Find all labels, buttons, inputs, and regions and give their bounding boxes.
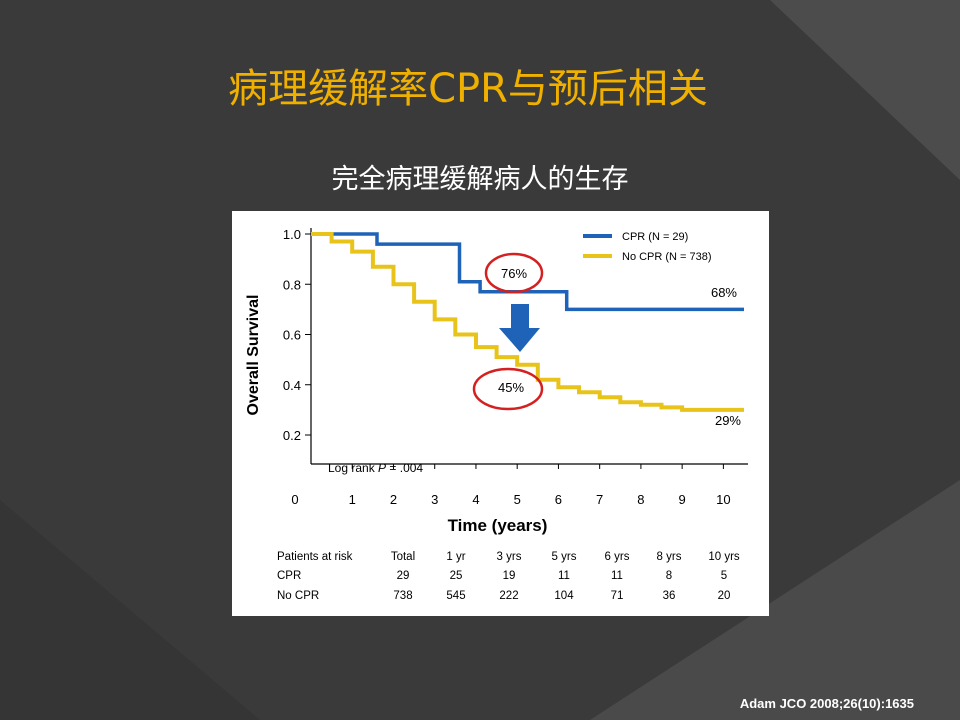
x-tick-label: 0 [291,492,298,507]
chart-series [311,232,744,412]
series-line-cpr [311,232,744,312]
risk-table-header: 8 yrs [657,551,682,563]
x-tick-label: 8 [637,492,644,507]
legend-label: CPR (N = 29) [622,231,688,243]
background-band [770,0,960,180]
risk-table-header: Total [391,551,415,563]
survival-chart: 1.0 0.8 0.6 0.4 0.2 0 1 2 3 4 5 6 7 8 9 10 Time (years) O… [245,227,748,602]
y-tick-label: 0.2 [283,428,301,443]
risk-table-header: 1 yr [446,551,465,563]
x-tick-label: 6 [555,492,562,507]
x-tick-label: 10 [716,492,730,507]
risk-table-cell: 738 [393,590,412,602]
chart-legend: CPR (N = 29) No CPR (N = 738) [583,231,712,263]
y-tick-label: 0.4 [283,378,301,393]
x-tick-label: 1 [349,492,356,507]
chart-annotations: 76% 45% 68% 29% Log rank P = .004 [328,252,741,475]
logrank-p: P [378,461,386,475]
x-tick-label: 7 [596,492,603,507]
x-axis-title: Time (years) [448,516,548,535]
risk-table-cell: 25 [450,570,463,582]
highlight-circle [484,252,544,294]
risk-table-cell: 545 [446,590,465,602]
background-band [0,500,260,720]
risk-table-cell: No CPR [277,590,319,602]
background-band [590,480,960,720]
risk-table-cell: 8 [666,570,672,582]
y-tick-label: 0.8 [283,277,301,292]
logrank-value: = .004 [386,461,423,475]
risk-table-cell: 29 [397,570,410,582]
risk-table-cell: 11 [611,570,623,582]
slide-title: 病理缓解率CPR与预后相关 [228,66,708,112]
risk-table-cell: CPR [277,570,301,582]
highlight-circle [472,367,544,411]
chart-axes: 1.0 0.8 0.6 0.4 0.2 0 1 2 3 4 5 6 7 8 9 10 Time (years) O… [245,227,748,535]
down-arrow-icon [499,304,540,352]
legend-label: No CPR (N = 738) [622,251,712,263]
x-tick-label: 2 [390,492,397,507]
annotation-nocpr-5yr: 45% [498,380,524,395]
risk-table-header: 5 yrs [552,551,577,563]
risk-table-cell: 11 [558,570,570,582]
x-tick-label: 4 [472,492,479,507]
y-tick-label: 1.0 [283,227,301,242]
x-tick-label: 5 [514,492,521,507]
risk-table-header: 3 yrs [497,551,522,563]
risk-table-header: Patients at risk [277,551,353,563]
risk-table-cell: 222 [499,590,518,602]
slide-subtitle: 完全病理缓解病人的生存 [331,164,629,195]
series-line-nocpr [311,232,744,412]
annotation-cpr-5yr: 76% [501,266,527,281]
risk-table-header: 10 yrs [708,551,740,563]
risk-table-cell: 104 [554,590,574,602]
risk-table-cell: 19 [503,570,516,582]
risk-table-cell: 20 [718,590,731,602]
logrank-label: Log rank P = .004 [328,461,423,475]
y-tick-label: 0.6 [283,328,301,343]
risk-table-cell: 5 [721,570,727,582]
logrank-prefix: Log rank [328,461,378,475]
x-tick-label: 9 [679,492,686,507]
annotation-cpr-end: 68% [711,285,737,300]
y-axis-title: Overall Survival [245,295,262,416]
risk-table: Patients at risk Total 1 yr 3 yrs 5 yrs 6 yrs… [277,551,740,602]
annotation-nocpr-end: 29% [715,413,741,428]
risk-table-cell: 71 [611,590,624,602]
citation: Adam JCO 2008;26(10):1635 [739,696,914,711]
x-tick-label: 3 [431,492,438,507]
risk-table-header: 6 yrs [605,551,630,563]
chart-panel: 1.0 0.8 0.6 0.4 0.2 0 1 2 3 4 5 6 7 8 9 10 Time (years) O… [232,211,769,616]
risk-table-cell: 36 [663,590,676,602]
